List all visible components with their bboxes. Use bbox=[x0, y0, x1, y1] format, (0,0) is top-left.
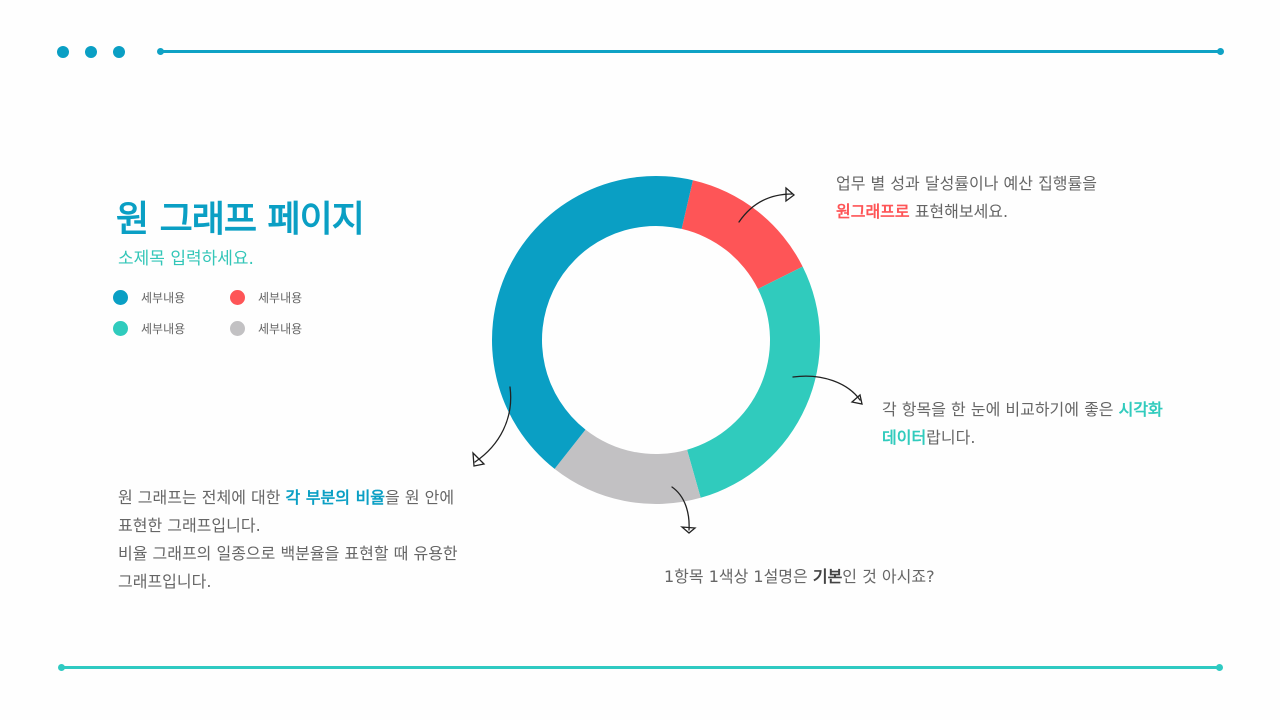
annotation-line: 각 항목을 한 눈에 비교하기에 좋은 시각화 bbox=[882, 396, 1163, 424]
legend-label: 세부내용 bbox=[141, 291, 186, 305]
annotation-highlight: 원그래프로 bbox=[836, 202, 910, 221]
arrowhead-icon bbox=[785, 186, 796, 203]
legend-item-gray: 세부내용 bbox=[230, 320, 302, 337]
annotation-top-right: 업무 별 성과 달성률이나 예산 집행률을 원그래프로 표현해보세요. bbox=[836, 170, 1097, 226]
header-dot-3 bbox=[113, 46, 125, 58]
legend-label: 세부내용 bbox=[258, 322, 303, 336]
annotation-text: 1항목 1색상 1설명은 bbox=[664, 567, 813, 586]
donut-segment-teal bbox=[687, 266, 820, 498]
annotation-text: 원 그래프는 전체에 대한 bbox=[118, 488, 286, 507]
top-divider-line bbox=[157, 48, 1224, 55]
annotation-highlight: 기본 bbox=[812, 567, 843, 586]
legend-swatch-icon bbox=[230, 290, 245, 305]
annotation-line: 원그래프로 표현해보세요. bbox=[836, 198, 1097, 226]
legend-label: 세부내용 bbox=[141, 322, 186, 336]
annotation-highlight: 시각화 bbox=[1118, 400, 1163, 419]
donut-segment-gray bbox=[554, 429, 701, 504]
legend-swatch-icon bbox=[230, 321, 245, 336]
annotation-highlight: 데이터 bbox=[882, 428, 927, 447]
page-subtitle: 소제목 입력하세요. bbox=[118, 249, 254, 269]
line-endpoint bbox=[1217, 48, 1224, 55]
arrow-left-icon bbox=[474, 386, 512, 463]
annotation-text: 각 항목을 한 눈에 비교하기에 좋은 bbox=[882, 400, 1119, 419]
legend-item-red: 세부내용 bbox=[230, 289, 302, 306]
annotation-text: 랍니다. bbox=[926, 428, 976, 447]
arrow-right-icon bbox=[792, 375, 861, 401]
arrowhead-icon bbox=[472, 451, 486, 467]
arrowhead-icon bbox=[680, 526, 697, 534]
annotation-right: 각 항목을 한 눈에 비교하기에 좋은 시각화 데이터랍니다. bbox=[882, 396, 1163, 452]
annotation-left: 원 그래프는 전체에 대한 각 부분의 비율을 원 안에 표현한 그래프입니다.… bbox=[118, 484, 458, 596]
annotation-line: 데이터랍니다. bbox=[882, 424, 1163, 452]
annotation-line: 그래프입니다. bbox=[118, 572, 212, 591]
arrow-bottom-icon bbox=[671, 486, 690, 531]
annotation-text: 을 원 안에 bbox=[385, 488, 455, 507]
line-endpoint bbox=[1216, 664, 1223, 671]
legend-label: 세부내용 bbox=[258, 291, 303, 305]
legend-swatch-icon bbox=[113, 321, 128, 336]
annotation-line: 표현한 그래프입니다. bbox=[118, 516, 261, 535]
donut-segment-red bbox=[681, 180, 803, 289]
annotation-highlight: 각 부분의 비율 bbox=[285, 488, 386, 507]
header-dot-1 bbox=[57, 46, 69, 58]
line-endpoint bbox=[58, 664, 65, 671]
header-dot-2 bbox=[85, 46, 97, 58]
annotation-bottom: 1항목 1색상 1설명은 기본인 것 아시죠? bbox=[664, 563, 935, 591]
arrowhead-icon bbox=[850, 393, 863, 405]
bottom-divider-line bbox=[58, 664, 1223, 671]
legend-item-blue: 세부내용 bbox=[113, 289, 185, 306]
donut-segment-blue bbox=[492, 176, 693, 469]
annotation-line: 원 그래프는 전체에 대한 각 부분의 비율을 원 안에 bbox=[118, 484, 458, 512]
annotation-line: 업무 별 성과 달성률이나 예산 집행률을 bbox=[836, 174, 1097, 193]
legend-item-teal: 세부내용 bbox=[113, 320, 185, 337]
annotation-text: 표현해보세요. bbox=[909, 202, 1009, 221]
line-endpoint bbox=[157, 48, 164, 55]
donut-segments bbox=[492, 176, 820, 504]
legend-swatch-icon bbox=[113, 290, 128, 305]
annotation-arrows bbox=[472, 186, 863, 534]
page-title: 원 그래프 페이지 bbox=[116, 199, 365, 240]
annotation-text: 인 것 아시죠? bbox=[842, 567, 935, 586]
annotation-line: 비율 그래프의 일종으로 백분율을 표현할 때 유용한 bbox=[118, 544, 458, 563]
